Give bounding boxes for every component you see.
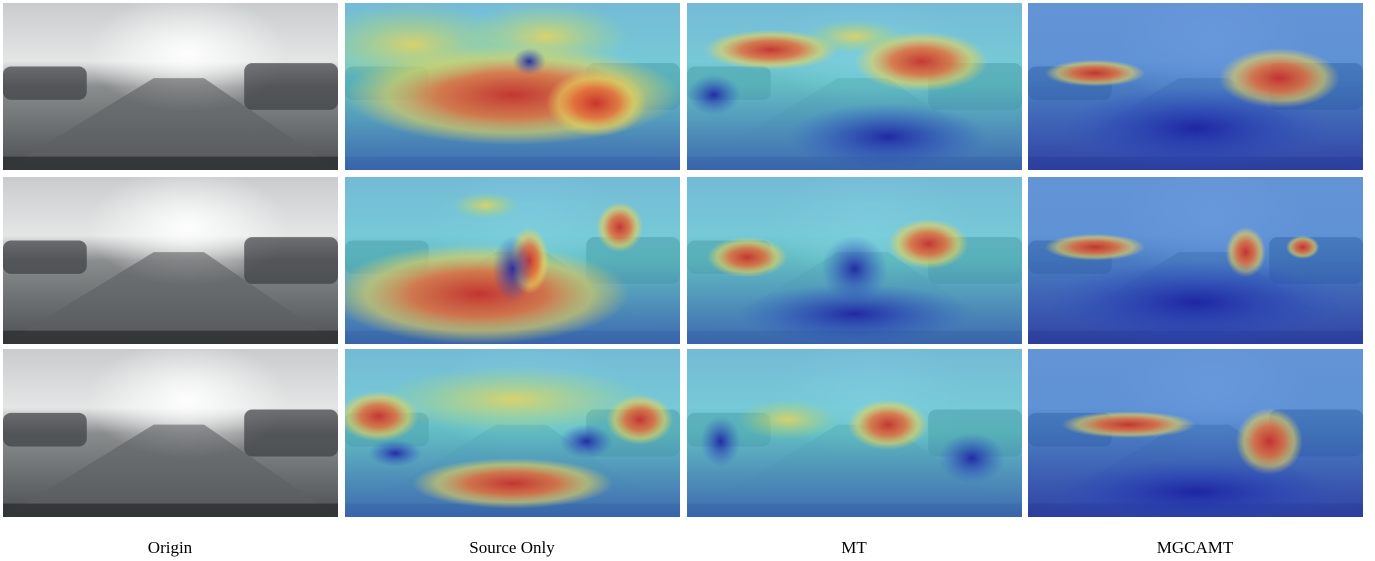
heatmap-blob xyxy=(452,192,519,219)
cars-left xyxy=(3,413,87,447)
heatmap-blob xyxy=(707,237,787,277)
cars-left xyxy=(3,240,87,273)
heatmap-blob xyxy=(462,3,630,70)
caption: MT xyxy=(841,538,867,557)
heatmap-blob xyxy=(687,75,741,115)
heatmap-blob xyxy=(328,244,630,344)
heatmap-blob xyxy=(737,399,838,439)
heatmap-blob xyxy=(379,366,647,433)
hood xyxy=(3,504,338,517)
image-panel xyxy=(687,169,1022,344)
heatmap-blob xyxy=(1045,60,1146,87)
hood xyxy=(3,157,338,170)
image-panel xyxy=(328,169,680,344)
heatmap-blob xyxy=(546,70,647,137)
heatmap-blob xyxy=(1045,458,1347,525)
heatmap-blob xyxy=(412,458,613,508)
caption: MGCAMT xyxy=(1157,538,1234,557)
cars-left xyxy=(3,66,87,99)
image-panel xyxy=(312,0,681,170)
heatmap-blob xyxy=(1062,411,1196,438)
caption: Origin xyxy=(148,538,193,557)
heatmap-blob xyxy=(700,416,740,466)
heatmap-blob xyxy=(1286,235,1320,258)
heatmap-blob xyxy=(788,103,989,170)
heatmap-blob xyxy=(938,433,1005,483)
image-panel xyxy=(3,341,338,517)
heatmap-blob xyxy=(1062,87,1330,171)
image-panel xyxy=(1028,341,1363,526)
heatmap-blob xyxy=(596,202,643,252)
heatmap-blob xyxy=(559,425,613,459)
cars-right xyxy=(244,409,338,456)
hood xyxy=(3,331,338,344)
image-panel xyxy=(1028,0,1363,170)
page: Origin Source Only MT MGCAMT (() => { co… xyxy=(0,0,1375,561)
heatmap-blob xyxy=(492,235,532,302)
image-panel xyxy=(687,341,1022,517)
heatmap-blob xyxy=(804,20,905,53)
heatmap-blob xyxy=(848,399,928,449)
heatmap-blob xyxy=(737,284,972,344)
image-panel xyxy=(338,341,680,517)
caption: Source Only xyxy=(469,538,555,557)
image-panel xyxy=(3,169,338,344)
image-panel xyxy=(687,0,1022,170)
cars-right xyxy=(244,63,338,110)
cars-right xyxy=(244,237,338,284)
image-panel xyxy=(1028,169,1363,344)
heatmap-blob xyxy=(888,219,968,269)
heatmap-blob xyxy=(513,48,547,75)
heatmap-blob xyxy=(368,440,422,467)
figure: Origin Source Only MT MGCAMT xyxy=(0,0,1375,561)
image-panel xyxy=(3,0,338,170)
heatmap-blob xyxy=(1045,234,1146,261)
heatmap-blob xyxy=(1045,261,1347,345)
